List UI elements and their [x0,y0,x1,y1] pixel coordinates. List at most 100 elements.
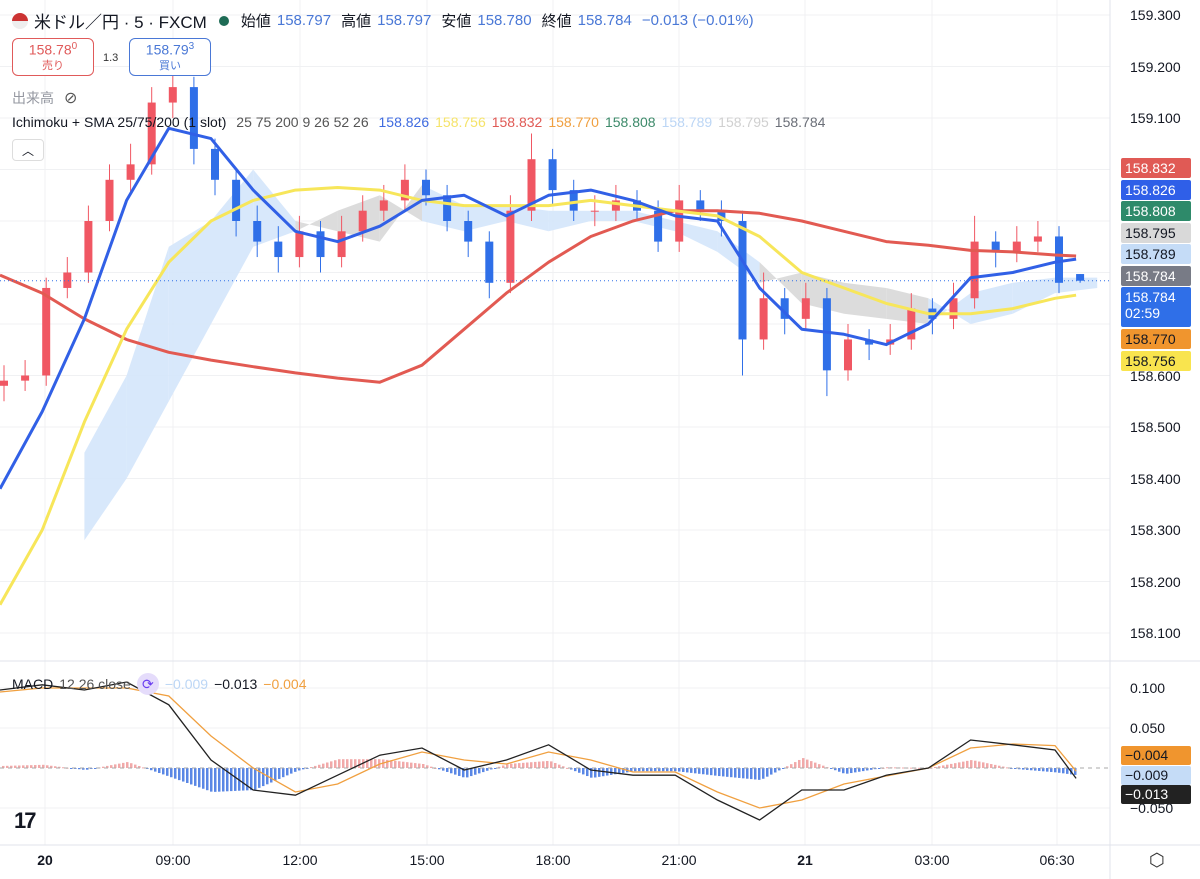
macd-histogram-bar [1050,768,1053,772]
candle-down [738,221,747,340]
ichimoku-cloud-segment [675,221,718,252]
macd-histogram-bar [538,761,541,768]
settings-icon[interactable]: ⬡ [1149,850,1165,870]
macd-histogram-bar [634,768,637,772]
macd-histogram-bar [806,759,809,768]
ichimoku-cloud-segment [590,210,633,221]
price-tag: 158.795 [1121,222,1191,243]
candle-up [1033,236,1042,242]
macd-histogram-bar [642,768,645,772]
macd-histogram-bar [662,768,665,772]
macd-histogram-bar [198,768,201,788]
macd-histogram-bar [682,768,685,772]
ichimoku-cloud-segment [84,375,127,541]
macd-histogram-bar [358,759,361,768]
macd-histogram-bar [838,768,841,772]
macd-histogram-bar [878,768,881,769]
volume-legend[interactable]: 出来高 ⊘ [12,88,77,108]
macd-histogram-bar [990,764,993,768]
macd-histogram-bar [442,768,445,771]
macd-histogram-bar [830,768,833,769]
macd-histogram-bar [42,764,45,768]
macd-histogram-bar [802,758,805,768]
macd-histogram-bar [622,768,625,773]
macd-histogram-bar [750,768,753,780]
macd-histogram-bar [214,768,217,792]
macd-histogram-bar [314,765,317,768]
sync-icon[interactable]: ⟳ [136,673,159,695]
macd-histogram-bar [46,765,49,768]
ichimoku-cloud-segment [168,221,211,402]
macd-histogram-bar [530,762,533,768]
candle-down [274,241,283,258]
indicator-value: 158.808 [604,114,656,130]
open-value: 158.797 [276,12,332,29]
indicator-value: 158.832 [491,114,543,130]
macd-histogram-bar [346,759,349,768]
macd-histogram-bar [574,768,577,772]
macd-histogram-bar [658,768,661,772]
macd-legend[interactable]: MACD 12 26 close ⟳ −0.009 −0.013 −0.004 [12,673,307,695]
macd-histogram-bar [814,762,817,768]
macd-histogram-bar [14,765,17,768]
candle-up [970,241,979,299]
candle-down [422,179,430,196]
close-value: 158.784 [577,12,632,29]
macd-histogram-bar [886,767,889,769]
candle-up [21,375,30,381]
macd-histogram-bar [110,765,113,768]
macd-histogram-bar [646,768,649,772]
indicator-value: 158.795 [718,114,769,130]
macd-histogram-bar [478,768,481,774]
macd-histogram-bar [446,768,449,772]
indicator-params: 25 75 200 9 26 52 26 [236,114,369,130]
macd-histogram-bar [250,768,253,791]
macd-histogram-bar [114,764,117,768]
candle-down [1055,236,1063,283]
tradingview-logo[interactable]: 17 [14,808,37,833]
macd-histogram-bar [654,768,657,772]
indicator-value: 158.770 [548,114,599,130]
macd-histogram-bar [918,767,921,769]
macd-histogram-bar [554,763,557,768]
symbol-title[interactable]: 米ドル／円 · 5 · FXCM [34,13,207,32]
macd-histogram-bar [82,768,85,770]
macd-histogram-bar [794,762,797,768]
macd-histogram-bar [758,768,761,780]
indicator-legend[interactable]: Ichimoku + SMA 25/75/200 (1 slot) 25 75 … [12,114,831,130]
macd-histogram-bar [94,768,97,769]
macd-histogram-bar [106,765,109,768]
price-axis-label: 159.200 [1130,58,1181,75]
macd-histogram-bar [354,759,357,768]
volume-label: 出来高 [12,90,54,106]
macd-histogram-bar [450,768,453,774]
macd-histogram-bar [6,765,9,768]
macd-histogram-bar [286,768,289,776]
macd-histogram-bar [866,768,869,771]
macd-histogram-bar [414,763,417,768]
macd-histogram-bar [230,768,233,792]
time-axis-label: 20 [37,852,53,868]
macd-histogram-bar [1038,768,1041,771]
macd-histogram-bar [582,768,585,775]
macd-histogram-bar [246,768,249,791]
macd-histogram-bar [318,764,321,768]
macd-histogram-bar [650,768,653,772]
macd-histogram-bar [410,762,413,768]
eye-off-icon[interactable]: ⊘ [64,90,78,107]
sell-button[interactable]: 158.780 売り [12,38,94,76]
macd-histogram-bar [190,768,193,785]
ichimoku-cloud-segment [295,210,338,232]
price-axis-label: 158.600 [1130,367,1181,384]
macd-histogram-bar [298,768,301,771]
candle-up [844,339,852,371]
macd-histogram-bar [1022,768,1025,770]
candle-down [189,87,198,149]
collapse-legend-button[interactable]: ︿ [12,139,44,161]
macd-histogram-bar [566,767,569,769]
macd-histogram-bar [858,768,861,772]
symbol-header: 米ドル／円 · 5 · FXCM 始値 158.797 高値 158.797 安値 1… [12,8,758,33]
macd-histogram-bar [1054,768,1057,773]
buy-button[interactable]: 158.793 買い [129,38,211,76]
